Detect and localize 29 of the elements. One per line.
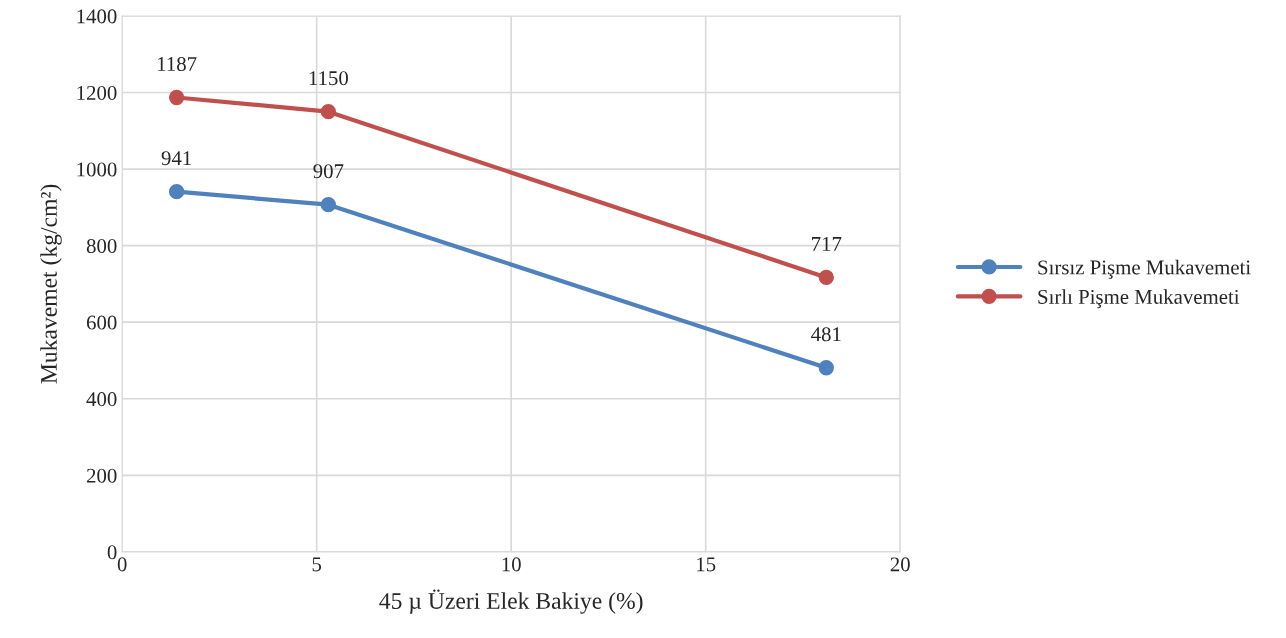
point [818, 269, 834, 286]
data-label: 717 [812, 236, 842, 251]
data-label: 1187 [158, 56, 197, 72]
x-tick-label: 10 [502, 557, 521, 572]
y-tick-label: 1000 [77, 162, 117, 177]
data-label: 941 [161, 151, 192, 166]
point [320, 197, 336, 213]
point [168, 89, 185, 106]
y-tick-label: 1200 [77, 85, 117, 100]
x-tick-label: 20 [890, 557, 910, 572]
y-tick-label: 0 [107, 545, 117, 560]
x-tick-label: 0 [117, 557, 127, 572]
data-label: 481 [811, 327, 841, 342]
legend-label: Sırlı Pişme Mukavemeti [1038, 289, 1240, 309]
y-tick-label: 1400 [77, 9, 117, 24]
point [168, 184, 185, 200]
x-tick-label: 5 [312, 557, 322, 572]
y-axis-title: Mukavemet (kg/cm²) [40, 184, 62, 384]
point [818, 360, 834, 376]
legend-label: Sırsız Pişme Mukavemeti [1038, 259, 1251, 279]
x-axis-title: 45 µ Üzeri Elek Bakiye (%) [379, 589, 643, 614]
y-tick-label: 800 [86, 239, 117, 254]
data-label: 907 [313, 164, 344, 179]
y-tick-label: 400 [86, 392, 117, 407]
y-tick-label: 200 [86, 468, 117, 483]
y-tick-label: 600 [86, 315, 117, 330]
x-tick-label: 15 [697, 557, 716, 572]
point [320, 104, 336, 120]
data-label: 1150 [309, 71, 348, 86]
